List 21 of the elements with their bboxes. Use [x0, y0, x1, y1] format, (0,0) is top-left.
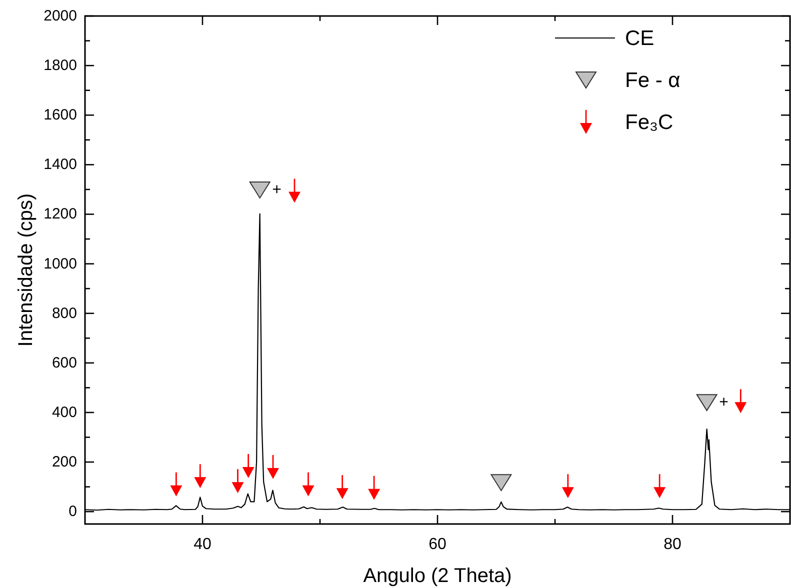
y-tick-label: 1600	[44, 106, 77, 124]
y-tick-label: 600	[52, 354, 77, 372]
y-tick-label: 1000	[44, 255, 77, 272]
x-axis-title: Angulo (2 Theta)	[363, 565, 512, 587]
y-tick-label: 2000	[44, 8, 77, 24]
legend-label: Fe - α	[625, 68, 680, 92]
y-tick-label: 1200	[44, 206, 77, 223]
annotation: +	[272, 181, 282, 198]
x-tick-label: 60	[428, 536, 446, 553]
y-tick-label: 200	[52, 454, 77, 471]
legend-label: Fe₃C	[625, 110, 674, 134]
y-axis-title: Intensidade (cps)	[15, 193, 37, 347]
x-tick-label: 40	[194, 536, 212, 553]
y-tick-label: 1800	[44, 57, 77, 74]
annotation: +	[719, 394, 728, 412]
y-tick-label: 400	[52, 404, 77, 421]
x-tick-label: 80	[664, 536, 682, 553]
y-tick-label: 800	[52, 304, 77, 322]
legend-label: CE	[625, 26, 654, 50]
y-tick-label: 1400	[44, 156, 77, 174]
y-tick-label: 0	[68, 503, 77, 520]
